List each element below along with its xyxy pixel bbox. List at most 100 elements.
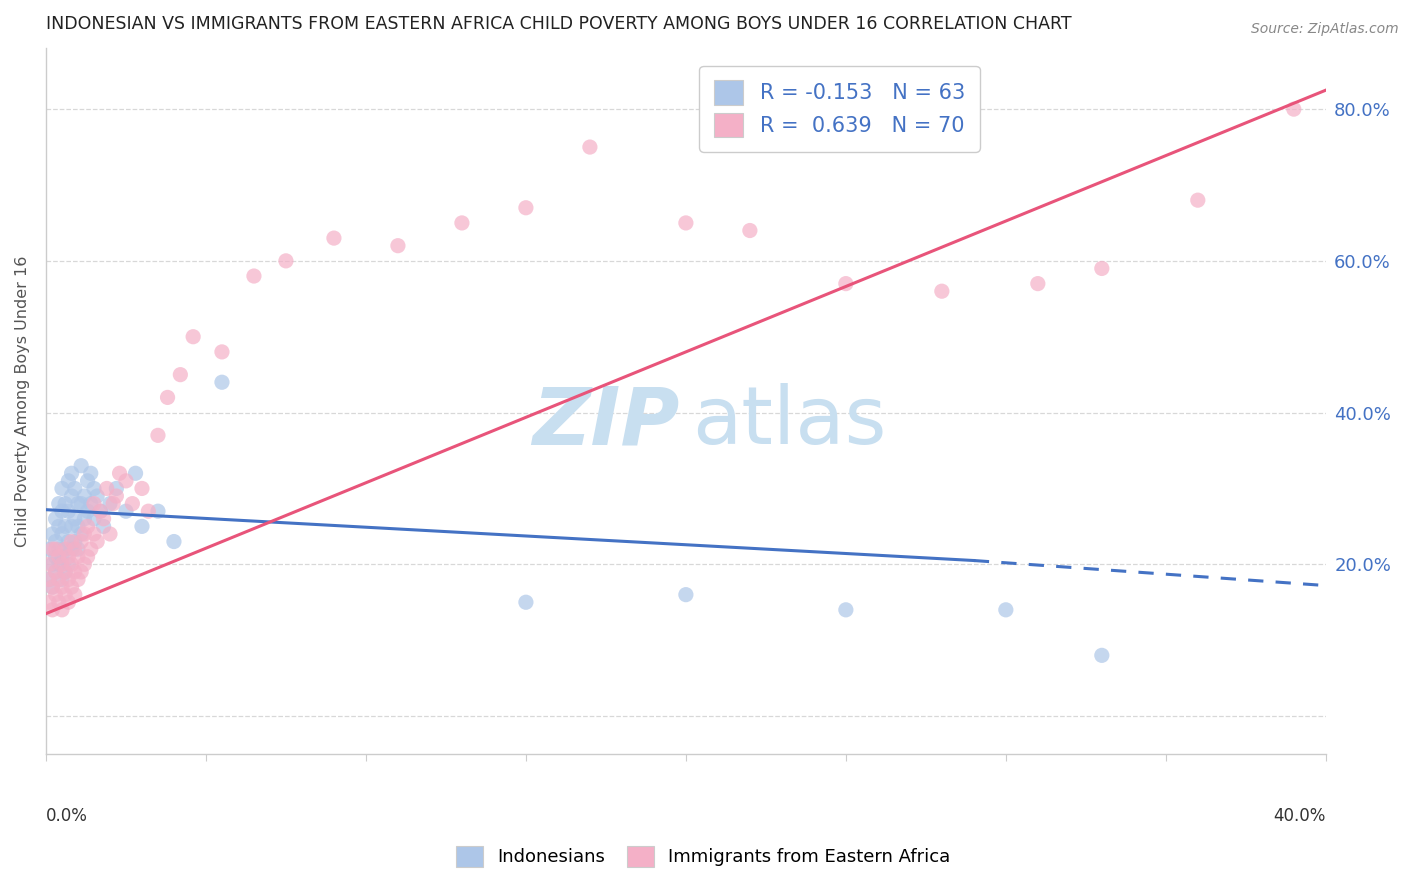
Point <box>1282 102 1305 116</box>
Text: INDONESIAN VS IMMIGRANTS FROM EASTERN AFRICA CHILD POVERTY AMONG BOYS UNDER 16 C: INDONESIAN VS IMMIGRANTS FROM EASTERN AF… <box>46 15 1071 33</box>
Point <box>58 504 80 518</box>
Point <box>121 497 143 511</box>
Point <box>45 534 67 549</box>
Point <box>63 482 86 496</box>
Point <box>41 580 63 594</box>
Point <box>515 595 537 609</box>
Point <box>70 497 93 511</box>
Point <box>53 588 76 602</box>
Point <box>994 603 1017 617</box>
Point <box>41 580 63 594</box>
Point <box>515 201 537 215</box>
Point <box>83 527 105 541</box>
Point <box>211 345 233 359</box>
Point <box>76 474 98 488</box>
Point <box>163 534 186 549</box>
Point <box>63 588 86 602</box>
Point <box>51 549 73 564</box>
Point <box>169 368 191 382</box>
Text: atlas: atlas <box>692 384 887 461</box>
Point <box>387 238 409 252</box>
Point <box>115 474 138 488</box>
Y-axis label: Child Poverty Among Boys Under 16: Child Poverty Among Boys Under 16 <box>15 255 30 547</box>
Point <box>211 376 233 390</box>
Point <box>51 573 73 587</box>
Point <box>63 565 86 579</box>
Point <box>835 277 858 291</box>
Text: ZIP: ZIP <box>531 384 679 461</box>
Point <box>60 519 83 533</box>
Point <box>66 519 89 533</box>
Point <box>73 512 96 526</box>
Point <box>274 253 297 268</box>
Point <box>48 497 70 511</box>
Point <box>66 542 89 557</box>
Point <box>53 497 76 511</box>
Point <box>73 527 96 541</box>
Point <box>58 534 80 549</box>
Point <box>80 542 103 557</box>
Point <box>73 489 96 503</box>
Point <box>45 565 67 579</box>
Point <box>51 527 73 541</box>
Point <box>1026 277 1049 291</box>
Point <box>76 549 98 564</box>
Point <box>138 504 160 518</box>
Point <box>83 482 105 496</box>
Point <box>66 497 89 511</box>
Point <box>70 534 93 549</box>
Point <box>38 573 60 587</box>
Legend: Indonesians, Immigrants from Eastern Africa: Indonesians, Immigrants from Eastern Afr… <box>449 838 957 874</box>
Point <box>45 588 67 602</box>
Point <box>83 497 105 511</box>
Point <box>93 519 115 533</box>
Point <box>48 519 70 533</box>
Point <box>931 284 953 298</box>
Point <box>48 558 70 572</box>
Point <box>63 542 86 557</box>
Point <box>181 329 204 343</box>
Point <box>76 519 98 533</box>
Point <box>1187 193 1209 207</box>
Point <box>58 573 80 587</box>
Point <box>60 542 83 557</box>
Point <box>53 519 76 533</box>
Point <box>48 595 70 609</box>
Point <box>48 573 70 587</box>
Text: 40.0%: 40.0% <box>1274 807 1326 825</box>
Point <box>124 467 146 481</box>
Point <box>51 580 73 594</box>
Point <box>53 542 76 557</box>
Point <box>58 595 80 609</box>
Point <box>738 223 761 237</box>
Point <box>323 231 346 245</box>
Point <box>60 534 83 549</box>
Point <box>98 527 121 541</box>
Point <box>45 542 67 557</box>
Point <box>73 558 96 572</box>
Text: 0.0%: 0.0% <box>46 807 87 825</box>
Point <box>80 497 103 511</box>
Point <box>98 497 121 511</box>
Point <box>58 549 80 564</box>
Point <box>63 512 86 526</box>
Point <box>86 489 108 503</box>
Point <box>675 216 697 230</box>
Point <box>53 565 76 579</box>
Point <box>105 489 128 503</box>
Point <box>86 534 108 549</box>
Point <box>89 504 111 518</box>
Point <box>53 565 76 579</box>
Point <box>60 489 83 503</box>
Point <box>115 504 138 518</box>
Text: Source: ZipAtlas.com: Source: ZipAtlas.com <box>1251 22 1399 37</box>
Point <box>93 512 115 526</box>
Point <box>38 595 60 609</box>
Point <box>58 474 80 488</box>
Point <box>51 482 73 496</box>
Point <box>38 542 60 557</box>
Point <box>45 549 67 564</box>
Point <box>243 268 266 283</box>
Point <box>51 558 73 572</box>
Point <box>53 542 76 557</box>
